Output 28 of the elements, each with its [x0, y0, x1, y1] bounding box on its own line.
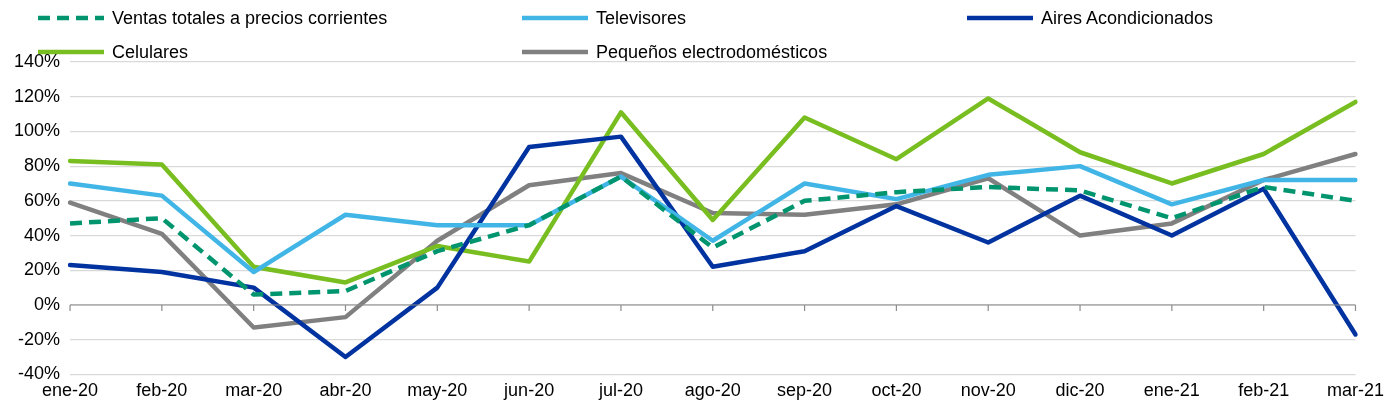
y-tick-label: 20%	[24, 259, 61, 280]
x-tick-label: jun-20	[503, 380, 555, 401]
legend-label: Pequeños electrodomésticos	[596, 41, 828, 63]
y-tick-label: 80%	[24, 155, 61, 176]
x-tick-label: may-20	[407, 380, 468, 401]
x-tick-label: dic-20	[1055, 380, 1105, 401]
x-tick-label: feb-21	[1238, 380, 1290, 401]
x-tick-label: oct-20	[871, 380, 922, 401]
x-tick-label: ago-20	[684, 380, 741, 401]
x-tick-label: jul-20	[597, 380, 643, 401]
x-tick-label: ene-21	[1143, 380, 1200, 401]
x-tick-label: feb-20	[136, 380, 188, 401]
legend-label: Televisores	[596, 7, 687, 29]
y-tick-label: 40%	[24, 224, 61, 245]
x-tick-label: abr-20	[319, 380, 372, 401]
y-tick-label: 60%	[24, 189, 61, 210]
x-tick-label: mar-21	[1326, 380, 1384, 401]
legend-label: Celulares	[112, 41, 189, 63]
y-tick-label: 140%	[13, 50, 61, 71]
x-tick-label: mar-20	[225, 380, 283, 401]
y-tick-label: 0%	[34, 293, 61, 314]
legend-label: Ventas totales a precios corrientes	[112, 7, 388, 29]
y-tick-label: 100%	[13, 120, 61, 141]
x-tick-label: sep-20	[777, 380, 833, 401]
x-tick-label: nov-20	[960, 380, 1016, 401]
y-tick-label: -20%	[18, 328, 61, 349]
legend-label: Aires Acondicionados	[1041, 7, 1214, 29]
y-tick-label: 120%	[13, 85, 61, 106]
